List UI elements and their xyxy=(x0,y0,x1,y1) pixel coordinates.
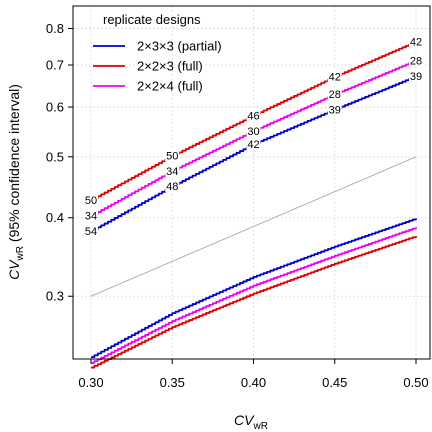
sample-size-label: 54 xyxy=(85,226,97,238)
sample-size-label: 42 xyxy=(410,36,422,48)
sample-size-label-bg xyxy=(409,35,423,48)
x-axis-title: CVwR xyxy=(234,412,268,432)
sample-size-label-bg xyxy=(165,164,180,177)
x-tick-label: 0.40 xyxy=(241,375,266,390)
y-axis-title: CVwR (95% confidence interval) xyxy=(6,84,26,280)
y-tick-label: 0.6 xyxy=(46,100,64,115)
x-tick-label: 0.45 xyxy=(322,375,347,390)
y-axis-title-main: CV xyxy=(6,259,22,280)
sample-size-label-bg xyxy=(165,149,180,162)
sample-size-label: 28 xyxy=(410,55,422,67)
y-tick-label: 0.7 xyxy=(46,57,64,72)
sample-size-label-bg xyxy=(165,180,180,193)
x-tick-label: 0.30 xyxy=(78,375,103,390)
sample-size-label-bg xyxy=(246,109,261,122)
series-2-lower-line xyxy=(91,236,417,369)
sample-size-label: 46 xyxy=(247,110,259,122)
sample-size-label-bg xyxy=(327,88,342,101)
y-axis: 0.3 0.4 0.5 0.6 0.7 0.8 xyxy=(46,21,73,304)
sample-size-label-bg xyxy=(246,138,261,151)
sample-size-label: 39 xyxy=(410,71,422,83)
sample-size-label-bg xyxy=(327,70,342,83)
sample-size-label: 50 xyxy=(166,151,178,163)
sample-size-label: 48 xyxy=(166,181,178,193)
y-tick-label: 0.8 xyxy=(46,21,64,36)
sample-size-label-bg xyxy=(84,225,98,238)
y-axis-title-suffix: (95% confidence interval) xyxy=(6,84,22,246)
sample-size-label: 28 xyxy=(329,89,341,101)
y-tick-label: 0.4 xyxy=(46,210,64,225)
x-axis-title-sub: wR xyxy=(253,421,268,432)
x-tick-label: 0.50 xyxy=(403,375,428,390)
x-axis: 0.30 0.35 0.40 0.45 0.50 xyxy=(78,359,429,390)
y-axis-title-sub: wR xyxy=(15,246,26,261)
sample-size-label: 34 xyxy=(166,166,178,178)
sample-size-label: 39 xyxy=(329,104,341,116)
x-tick-label: 0.35 xyxy=(160,375,185,390)
sample-size-label: 30 xyxy=(247,126,259,138)
legend: replicate designs 2×3×3 (partial) 2×2×3 (… xyxy=(93,12,222,94)
legend-label-1: 2×3×3 (partial) xyxy=(137,39,222,54)
series-1-lower-line xyxy=(91,218,417,359)
sample-size-label-bg xyxy=(246,124,261,137)
sample-size-label: 42 xyxy=(329,72,341,84)
y-tick-label: 0.3 xyxy=(46,289,64,304)
sample-size-label: 42 xyxy=(247,139,259,151)
legend-label-2: 2×2×3 (full) xyxy=(137,59,203,74)
identity-line-path xyxy=(90,156,417,297)
sample-size-label-bg xyxy=(409,70,423,83)
series-3-lower-line xyxy=(91,227,417,364)
legend-title: replicate designs xyxy=(103,12,201,27)
y-tick-label: 0.5 xyxy=(46,149,64,164)
sample-size-label-bg xyxy=(327,103,342,116)
legend-label-3: 2×2×4 (full) xyxy=(137,79,203,94)
x-axis-title-main: CV xyxy=(234,412,255,428)
sample-size-label-bg xyxy=(84,209,98,222)
sample-size-label-bg xyxy=(84,193,98,206)
identity-line xyxy=(90,156,417,297)
sample-size-labels: 54 48 42 39 39 50 50 46 42 42 34 34 30 28 28 xyxy=(84,35,423,238)
sample-size-label: 34 xyxy=(85,211,97,223)
plot-frame xyxy=(72,5,431,360)
sample-size-label-bg xyxy=(409,54,423,67)
sample-size-label: 50 xyxy=(85,195,97,207)
